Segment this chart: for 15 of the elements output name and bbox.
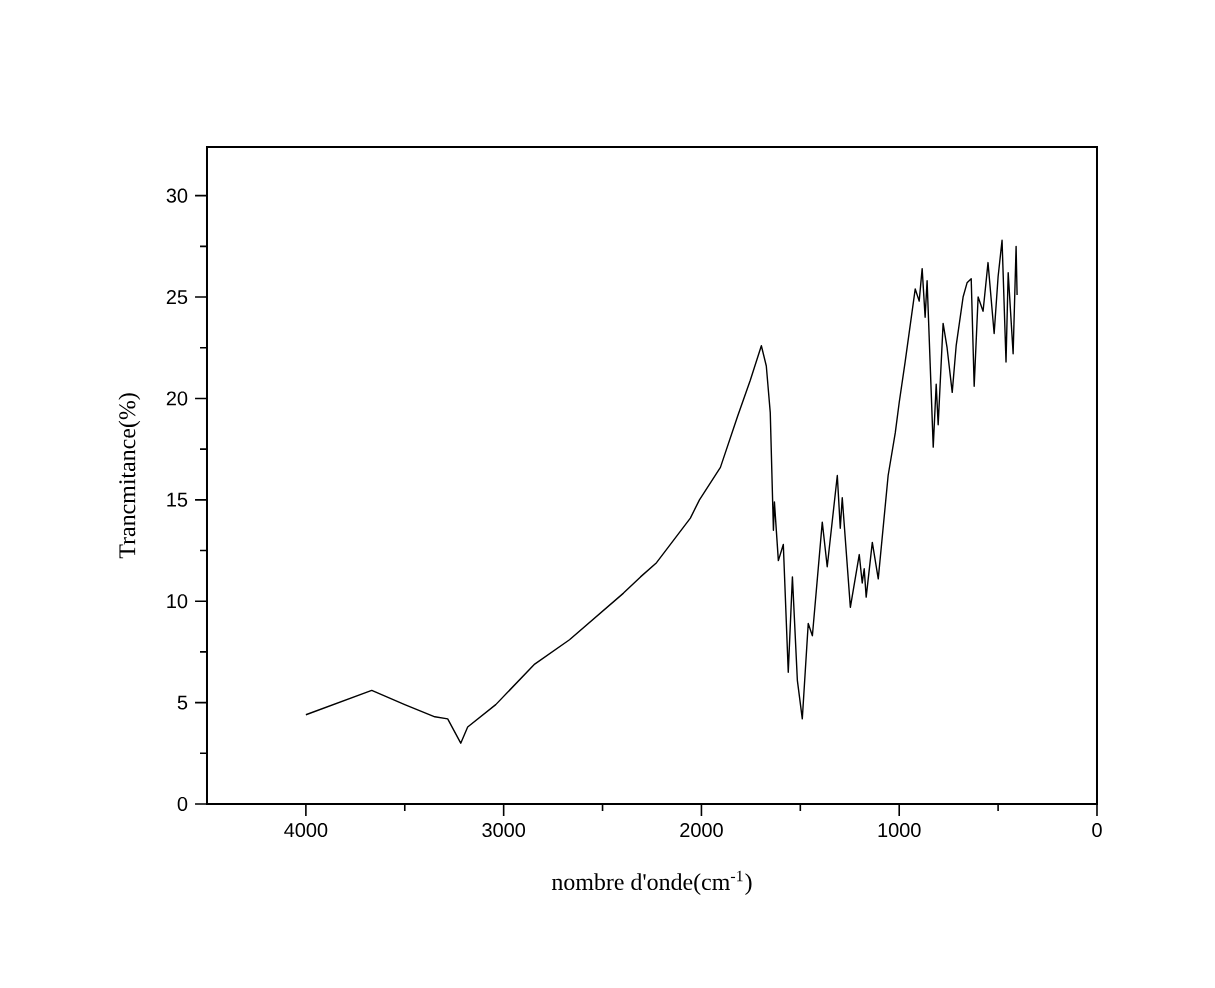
y-tick-label: 15 [167,492,188,507]
x-tick-label: 3000 [482,823,526,838]
x-tick-label: 2000 [680,823,723,838]
y-tick-label: 10 [167,594,188,609]
y-tick-label: 0 [177,796,188,812]
x-tick-label: 0 [1092,823,1102,838]
y-tick-label: 5 [177,695,188,710]
y-tick-label: 25 [166,290,188,305]
x-tick-label: 1000 [878,823,921,838]
x-axis-title: nombre d'onde(cm$^{-1}$) [551,870,752,895]
line-series [305,239,1018,744]
y-axis-title: Trancmitance(%) [118,393,141,559]
y-tick-label: 30 [166,188,188,203]
y-tick-label: 20 [166,391,188,406]
x-tick-label: 4000 [284,823,328,838]
